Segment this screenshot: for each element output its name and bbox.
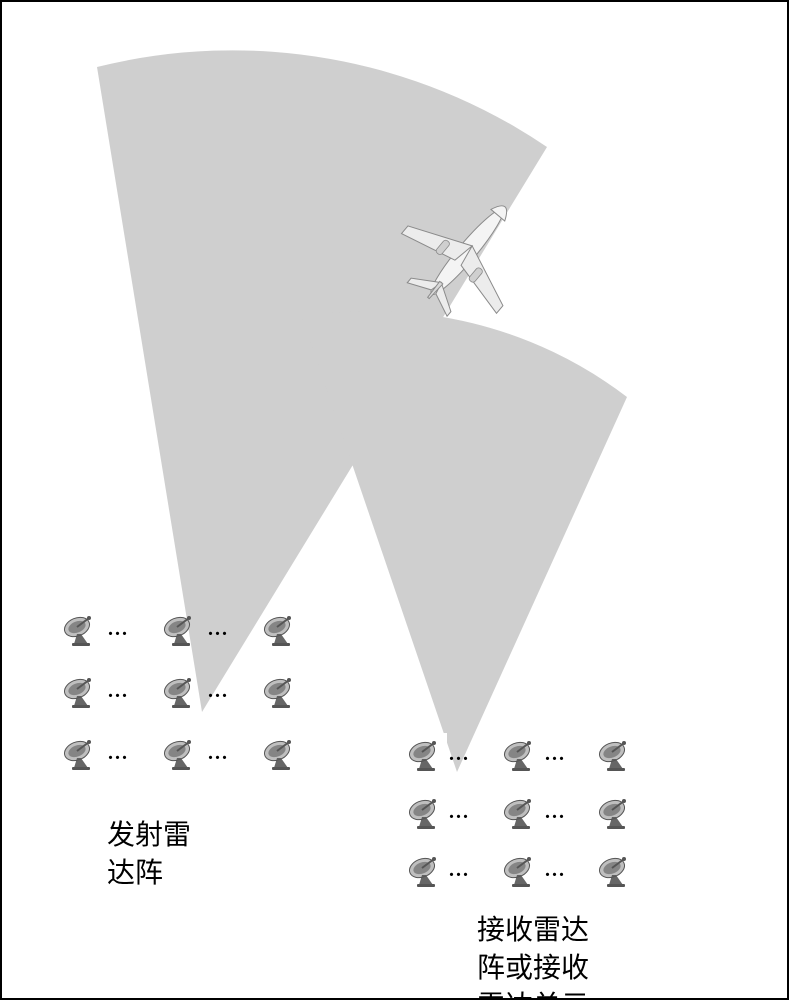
tx-array-ellipsis: ... <box>108 742 129 765</box>
tx-array-dish-icon <box>262 736 298 772</box>
tx-array-ellipsis: ... <box>208 618 229 641</box>
tx-array-dish-icon <box>162 736 198 772</box>
tx-array-dish-icon <box>262 612 298 648</box>
tx-array-dish-icon <box>62 736 98 772</box>
rx-array-dish-icon <box>502 853 538 889</box>
tx-array-ellipsis: ... <box>208 680 229 703</box>
rx-array-ellipsis: ... <box>449 743 470 766</box>
rx-array-label: 接收雷达 阵或接收 雷达单元 <box>477 912 589 1000</box>
rx-array-dish-icon <box>407 795 443 831</box>
tx-array-dish-icon <box>262 674 298 710</box>
tx-array-ellipsis: ... <box>108 618 129 641</box>
rx-array-ellipsis: ... <box>545 743 566 766</box>
tx-array-dish-icon <box>62 674 98 710</box>
tx-array-dish-icon <box>162 674 198 710</box>
rx-beam <box>302 311 627 772</box>
rx-array-ellipsis: ... <box>545 859 566 882</box>
tx-array-ellipsis: ... <box>208 742 229 765</box>
tx-array-label: 发射雷 达阵 <box>107 817 191 893</box>
rx-array-dish-icon <box>407 853 443 889</box>
rx-array-dish-icon <box>407 737 443 773</box>
tx-array-dish-icon <box>62 612 98 648</box>
rx-array-ellipsis: ... <box>545 801 566 824</box>
rx-array-dish-icon <box>502 795 538 831</box>
diagram-canvas: 发射雷 达阵 接收雷达 阵或接收 雷达单元 ...... <box>0 0 789 1000</box>
rx-array-ellipsis: ... <box>449 801 470 824</box>
tx-array-dish-icon <box>162 612 198 648</box>
rx-array-dish-icon <box>597 737 633 773</box>
rx-array-dish-icon <box>597 853 633 889</box>
rx-array-ellipsis: ... <box>449 859 470 882</box>
tx-array-ellipsis: ... <box>108 680 129 703</box>
rx-array-dish-icon <box>597 795 633 831</box>
rx-array-dish-icon <box>502 737 538 773</box>
